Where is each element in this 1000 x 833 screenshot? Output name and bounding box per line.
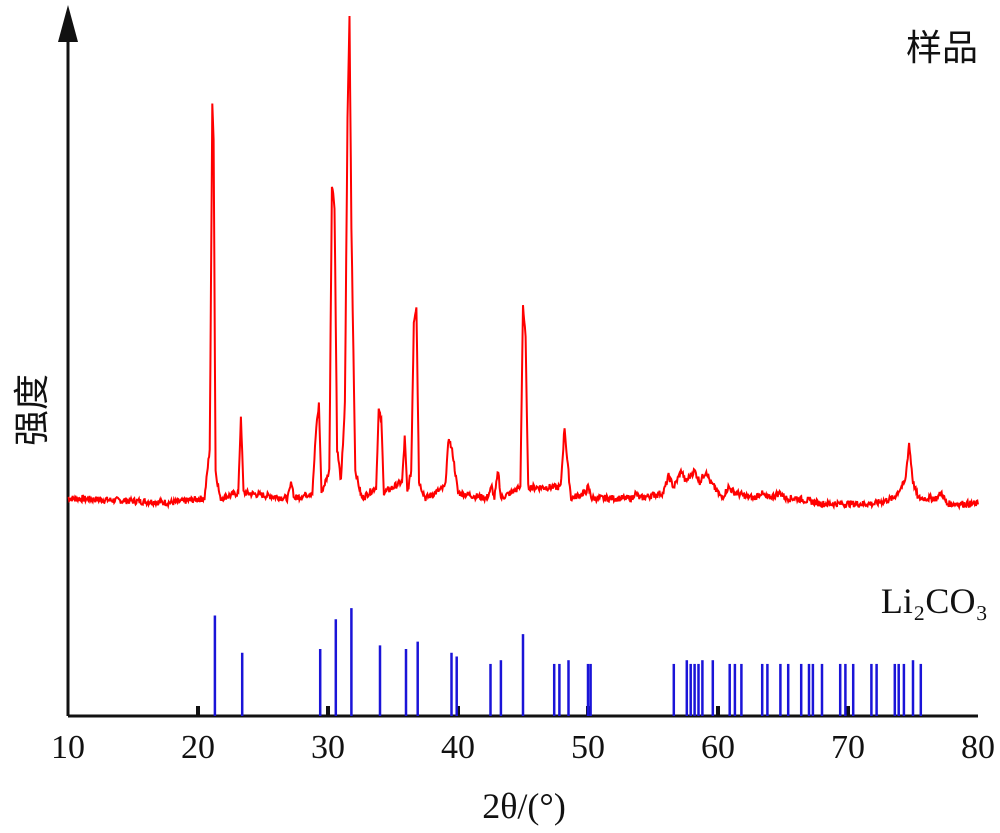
reference-series	[213, 608, 923, 716]
axes	[58, 5, 978, 718]
series-label-sample: 样品	[906, 28, 978, 68]
sample-series	[67, 15, 979, 511]
x-tick-label-40: 40	[441, 729, 475, 766]
x-tick-label-80: 80	[961, 729, 995, 766]
x-tick-label-50: 50	[571, 729, 605, 766]
x-tick-label-70: 70	[831, 729, 865, 766]
x-tick-label-20: 20	[181, 729, 215, 766]
x-tick-label-30: 30	[311, 729, 345, 766]
x-tick-labels: 10 20 30 40 50 60 70 80	[51, 729, 995, 766]
y-axis-title: 强度	[12, 374, 52, 446]
series-label-reference: Li₂CO₃	[881, 581, 988, 621]
x-tick-label-10: 10	[51, 729, 85, 766]
sample-pattern-line	[67, 15, 979, 511]
x-tick-label-60: 60	[701, 729, 735, 766]
y-axis-arrow	[58, 5, 78, 42]
x-axis-title: 2θ/(°)	[482, 786, 566, 826]
